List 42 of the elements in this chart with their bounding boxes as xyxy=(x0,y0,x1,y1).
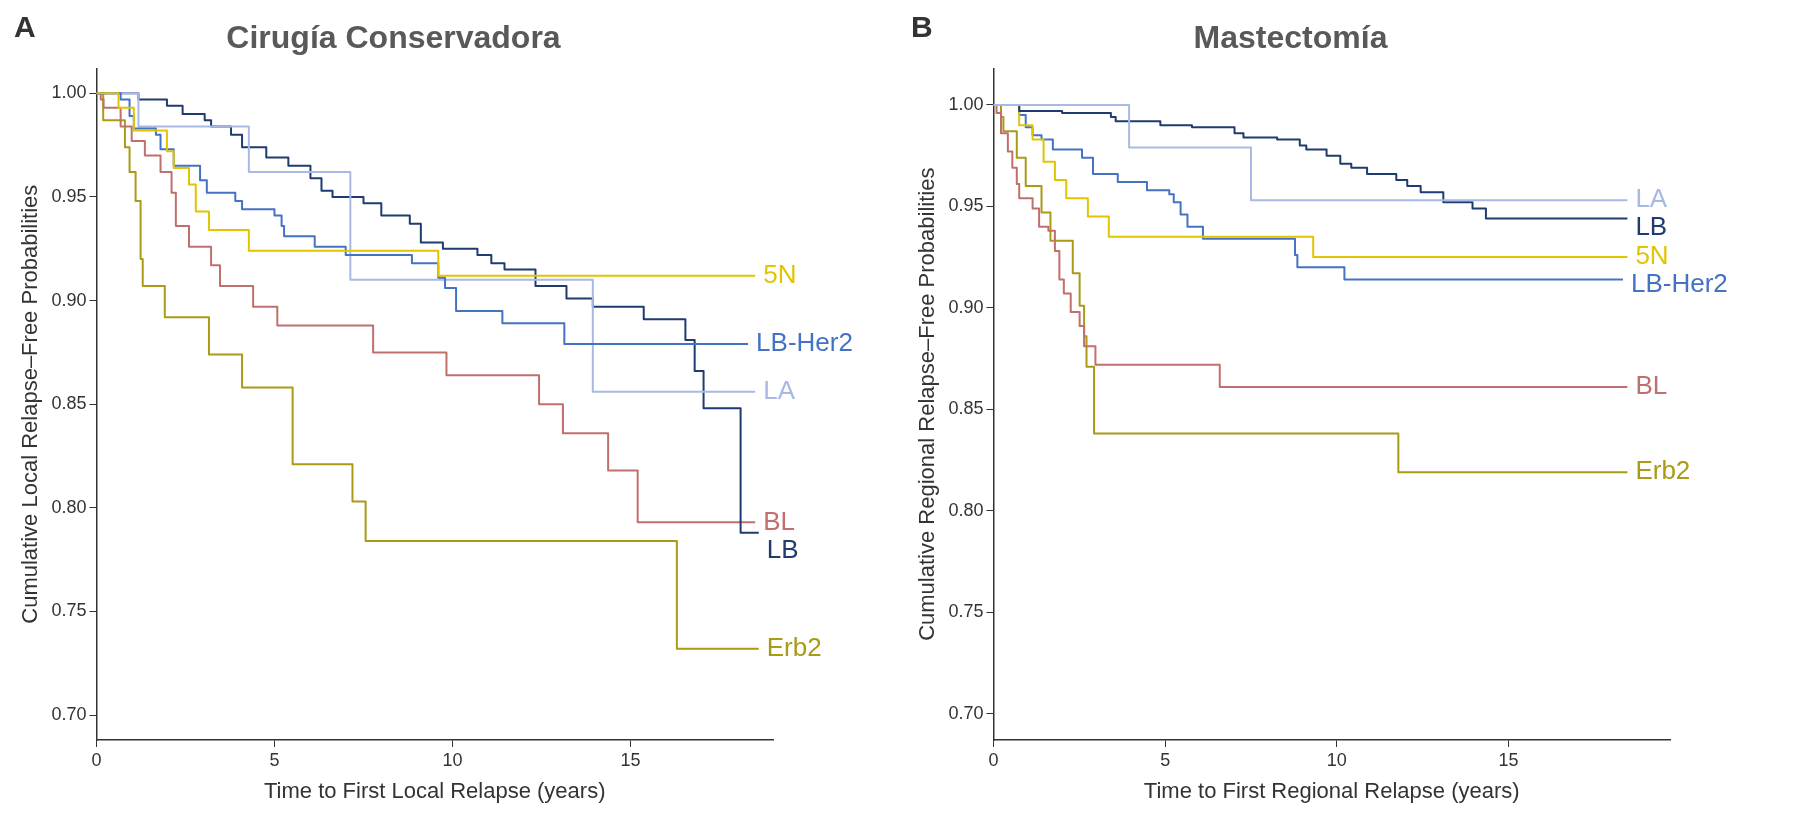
series-label: Erb2 xyxy=(1635,455,1691,486)
x-tick-label: 5 xyxy=(1160,749,1171,770)
x-tick-label: 0 xyxy=(988,749,999,770)
y-tick-label: 0.95 xyxy=(51,185,87,206)
series-label: BL xyxy=(763,505,796,536)
text: A xyxy=(14,10,36,44)
y-tick-label: 0.80 xyxy=(948,499,984,520)
y-tick-label: 0.95 xyxy=(948,195,984,216)
x-tick-label: 0 xyxy=(91,749,102,770)
x-tick-label: 5 xyxy=(269,749,280,770)
y-tick-label: 0.85 xyxy=(948,398,984,419)
y-tick-label: 1.00 xyxy=(51,82,87,103)
series-label: BL xyxy=(1635,370,1668,401)
y-tick-label: 1.00 xyxy=(948,93,984,114)
x-axis-title: Time to First Local Relapse (years) xyxy=(263,777,606,803)
x-axis-title: Time to First Regional Relapse (years) xyxy=(1143,777,1520,803)
y-tick-label: 0.90 xyxy=(948,296,984,317)
series-label: LB xyxy=(1635,211,1668,242)
y-tick-label: 0.90 xyxy=(51,289,87,310)
chart-title: Cirugía Conservadora xyxy=(226,19,561,56)
x-tick-label: 15 xyxy=(620,749,641,770)
y-tick-label: 0.70 xyxy=(948,702,984,723)
y-tick-label: 0.70 xyxy=(51,704,87,725)
chart-title: Mastectomía xyxy=(1193,19,1388,56)
x-tick-label: 10 xyxy=(1326,749,1347,770)
series-label: LB-Her2 xyxy=(1630,268,1728,299)
y-axis-title: Cumulative Regional Relapse–Free Probabilities xyxy=(914,167,940,641)
series-label: LA xyxy=(1635,183,1668,214)
series-label: Erb2 xyxy=(766,631,822,662)
y-tick-label: 0.80 xyxy=(51,496,87,517)
series-label: 5N xyxy=(1635,240,1669,271)
y-tick-label: 0.85 xyxy=(51,393,87,414)
y-tick-label: 0.75 xyxy=(948,601,984,622)
x-tick-label: 15 xyxy=(1498,749,1519,770)
x-tick-label: 10 xyxy=(442,749,463,770)
series-label: 5N xyxy=(763,258,797,289)
series-label: LA xyxy=(763,374,796,405)
series-label: LB-Her2 xyxy=(756,327,853,358)
y-axis-title: Cumulative Local Relapse–Free Probabilities xyxy=(17,184,43,624)
y-tick-label: 0.75 xyxy=(51,600,87,621)
series-label: LB xyxy=(766,533,799,564)
text: B xyxy=(911,10,933,44)
